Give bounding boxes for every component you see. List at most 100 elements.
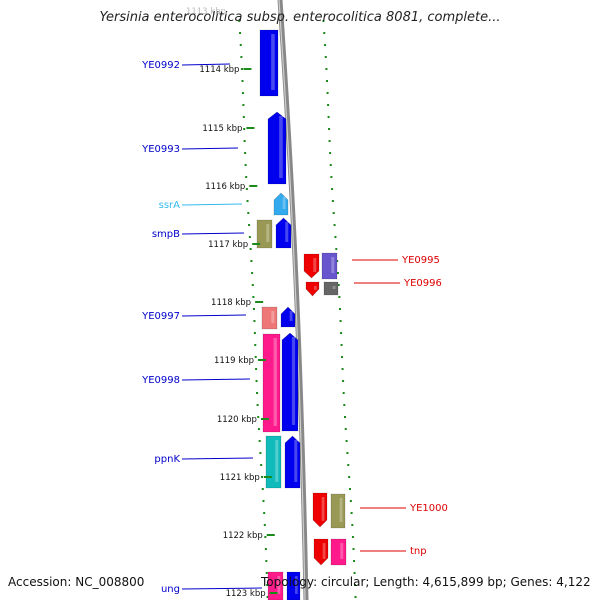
- scale-tick-label: 1115 kbp: [202, 124, 242, 134]
- gene-block[interactable]: [256, 219, 273, 249]
- scale-tick-label: 1114 kbp: [199, 65, 239, 75]
- scale-tick-label-faded: 1113 kbp: [186, 7, 226, 17]
- svg-text:smpB: smpB: [152, 229, 180, 240]
- gene-block[interactable]: [262, 333, 281, 433]
- svg-text:YE0993: YE0993: [141, 144, 180, 155]
- gene-block[interactable]: [305, 281, 320, 297]
- gene-label-ssrA[interactable]: ssrA: [159, 200, 243, 211]
- ring-tick: [329, 164, 332, 166]
- gene-label-ung[interactable]: ung: [161, 584, 263, 595]
- ring-tick: [336, 272, 339, 274]
- ring-tick: [354, 596, 357, 598]
- ring-tick: [344, 428, 347, 430]
- ring-tick: [265, 560, 268, 562]
- gene-label-YE0993[interactable]: YE0993: [141, 144, 239, 155]
- ring-tick: [264, 536, 267, 538]
- scale-ticks: 1114 kbp 1115 kbp 1116 kbp 1117 kbp 1118 kbp…: [186, 7, 278, 599]
- scale-tick-label: 1116 kbp: [205, 182, 245, 192]
- gene-block[interactable]: [303, 253, 320, 279]
- gene-block[interactable]: [321, 252, 338, 280]
- ring-tick: [328, 140, 331, 142]
- ring-tick: [247, 212, 250, 214]
- svg-text:YE0997: YE0997: [141, 311, 180, 322]
- ring-tick: [253, 320, 256, 322]
- ring-tick: [255, 368, 258, 370]
- ring-tick: [264, 548, 267, 550]
- gene-label-YE0992[interactable]: YE0992: [141, 60, 231, 71]
- gene-block[interactable]: [313, 538, 329, 566]
- gene-features[interactable]: [256, 29, 347, 600]
- ring-tick: [240, 68, 243, 70]
- gene-block[interactable]: [286, 571, 301, 600]
- ring-tick: [345, 440, 348, 442]
- gene-label-tnp[interactable]: tnp: [360, 546, 427, 557]
- scale-tick-label: 1122 kbp: [223, 531, 263, 541]
- ring-tick: [324, 56, 327, 58]
- gene-label-YE0997[interactable]: YE0997: [141, 311, 247, 322]
- ring-tick: [346, 452, 349, 454]
- svg-text:tnp: tnp: [410, 546, 427, 557]
- ring-tick: [253, 332, 256, 334]
- gene-label-YE0995[interactable]: YE0995: [352, 255, 440, 266]
- ring-tick: [241, 80, 244, 82]
- ring-tick: [256, 404, 259, 406]
- ring-tick: [331, 200, 334, 202]
- gene-block[interactable]: [323, 281, 339, 296]
- svg-text:YE0992: YE0992: [141, 60, 180, 71]
- svg-text:ssrA: ssrA: [159, 200, 181, 211]
- ring-tick: [266, 596, 269, 598]
- gene-block[interactable]: [330, 493, 346, 529]
- gene-label-smpB[interactable]: smpB: [152, 229, 245, 240]
- ring-tick: [332, 212, 335, 214]
- ring-tick: [242, 104, 245, 106]
- gene-block[interactable]: [275, 217, 292, 249]
- ring-tick: [333, 224, 336, 226]
- ring-tick: [343, 404, 346, 406]
- scale-tick-label: 1121 kbp: [220, 473, 260, 483]
- gene-block[interactable]: [284, 435, 301, 489]
- ring-tick: [250, 260, 253, 262]
- genome-backbone: [277, 0, 309, 600]
- ring-tick: [254, 356, 257, 358]
- ring-tick: [248, 224, 251, 226]
- ring-tick: [349, 488, 352, 490]
- ring-tick: [338, 296, 341, 298]
- ring-tick: [243, 140, 246, 142]
- gene-label-YE0998[interactable]: YE0998: [141, 375, 251, 386]
- ring-tick: [260, 464, 263, 466]
- ring-tick: [323, 32, 326, 34]
- gene-block[interactable]: [280, 306, 296, 328]
- ring-tick: [325, 68, 328, 70]
- ring-tick: [341, 368, 344, 370]
- gene-label-YE0996[interactable]: YE0996: [354, 278, 442, 289]
- ring-tick: [239, 44, 242, 46]
- ring-tick: [244, 164, 247, 166]
- ring-tick: [326, 80, 329, 82]
- ring-tick: [239, 32, 242, 34]
- gene-block[interactable]: [330, 538, 347, 566]
- gene-block[interactable]: [281, 332, 299, 432]
- ring-tick: [241, 92, 244, 94]
- ring-tick: [251, 272, 254, 274]
- ring-tick: [351, 524, 354, 526]
- gene-label-ppnK[interactable]: ppnK: [154, 454, 254, 465]
- gene-block[interactable]: [265, 435, 282, 489]
- gene-block[interactable]: [267, 111, 287, 185]
- ring-tick: [324, 44, 327, 46]
- ring-tick: [326, 92, 329, 94]
- ring-tick: [353, 572, 356, 574]
- gene-block[interactable]: [261, 306, 278, 330]
- ring-tick: [254, 344, 257, 346]
- ring-tick: [347, 464, 350, 466]
- ring-tick: [337, 284, 340, 286]
- ring-tick: [266, 584, 269, 586]
- gene-block[interactable]: [312, 492, 328, 528]
- gene-labels[interactable]: YE0992 YE0993 ssrA smpB YE0997 YE0998 ppnK ung Y…: [141, 60, 448, 595]
- gene-label-YE1000[interactable]: YE1000: [360, 503, 448, 514]
- ring-tick: [251, 284, 254, 286]
- ring-tick: [255, 380, 258, 382]
- gene-block[interactable]: [273, 192, 289, 216]
- ring-tick: [260, 476, 263, 478]
- ring-tick: [338, 308, 341, 310]
- gene-block[interactable]: [259, 29, 279, 97]
